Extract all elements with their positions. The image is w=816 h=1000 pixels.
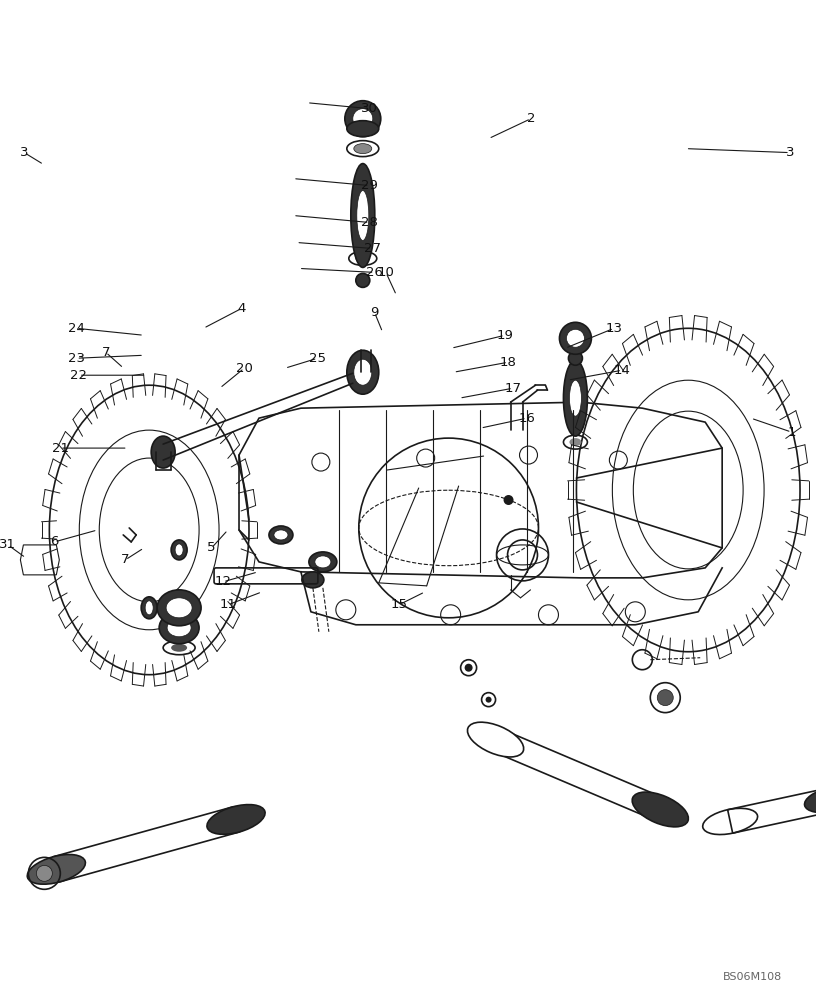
Text: 2: 2 <box>526 112 535 125</box>
Ellipse shape <box>157 590 201 626</box>
Ellipse shape <box>468 722 524 757</box>
Text: 3: 3 <box>20 146 29 159</box>
Ellipse shape <box>167 619 191 637</box>
Text: 21: 21 <box>51 442 69 455</box>
Text: 28: 28 <box>361 216 378 229</box>
Text: 3: 3 <box>786 146 794 159</box>
Ellipse shape <box>345 101 381 137</box>
Ellipse shape <box>353 109 373 129</box>
Ellipse shape <box>302 572 324 588</box>
Text: 22: 22 <box>70 369 87 382</box>
Text: 7: 7 <box>121 553 130 566</box>
Ellipse shape <box>166 598 192 618</box>
Circle shape <box>37 865 52 881</box>
Ellipse shape <box>269 526 293 544</box>
Text: 29: 29 <box>361 179 378 192</box>
Circle shape <box>464 664 472 672</box>
Ellipse shape <box>347 121 379 137</box>
Ellipse shape <box>563 360 588 436</box>
Text: 16: 16 <box>518 412 535 425</box>
Text: 20: 20 <box>236 362 253 375</box>
Ellipse shape <box>570 380 582 416</box>
Text: 24: 24 <box>68 322 85 335</box>
Ellipse shape <box>171 540 187 560</box>
Circle shape <box>657 690 673 706</box>
Ellipse shape <box>207 805 265 834</box>
Circle shape <box>356 273 370 287</box>
Ellipse shape <box>151 436 175 468</box>
Text: 18: 18 <box>499 356 517 369</box>
Text: 12: 12 <box>215 575 232 588</box>
Ellipse shape <box>315 556 330 568</box>
Ellipse shape <box>566 329 584 347</box>
Ellipse shape <box>141 597 157 619</box>
Ellipse shape <box>356 254 370 262</box>
Text: 17: 17 <box>504 382 521 395</box>
Circle shape <box>486 697 491 703</box>
Text: 26: 26 <box>366 266 383 279</box>
Ellipse shape <box>27 854 86 884</box>
Ellipse shape <box>175 544 183 556</box>
Text: 5: 5 <box>207 541 216 554</box>
Ellipse shape <box>171 644 187 652</box>
Text: 6: 6 <box>51 535 59 548</box>
Text: 13: 13 <box>605 322 623 335</box>
Ellipse shape <box>354 359 372 385</box>
Text: 23: 23 <box>68 352 85 365</box>
Text: 14: 14 <box>614 364 631 377</box>
Ellipse shape <box>159 612 199 644</box>
Text: 7: 7 <box>101 346 110 359</box>
Ellipse shape <box>347 350 379 394</box>
Text: 4: 4 <box>237 302 246 315</box>
Text: 15: 15 <box>390 598 407 611</box>
Circle shape <box>569 351 583 365</box>
Ellipse shape <box>309 552 337 572</box>
Text: 9: 9 <box>370 306 379 319</box>
Text: 25: 25 <box>309 352 326 365</box>
Text: 19: 19 <box>496 329 513 342</box>
Ellipse shape <box>560 322 592 354</box>
Text: BS06M108: BS06M108 <box>722 972 782 982</box>
Text: 30: 30 <box>361 102 378 115</box>
Circle shape <box>503 495 513 505</box>
Ellipse shape <box>274 530 288 540</box>
Ellipse shape <box>145 601 153 615</box>
Text: 1: 1 <box>787 426 796 439</box>
Text: 10: 10 <box>378 266 394 279</box>
Text: 31: 31 <box>0 538 16 551</box>
Ellipse shape <box>632 792 689 827</box>
Text: 27: 27 <box>364 242 380 255</box>
Ellipse shape <box>354 144 372 154</box>
Ellipse shape <box>351 164 375 267</box>
Ellipse shape <box>357 191 369 240</box>
Ellipse shape <box>570 438 582 446</box>
Text: 11: 11 <box>220 598 237 611</box>
Ellipse shape <box>805 786 816 813</box>
